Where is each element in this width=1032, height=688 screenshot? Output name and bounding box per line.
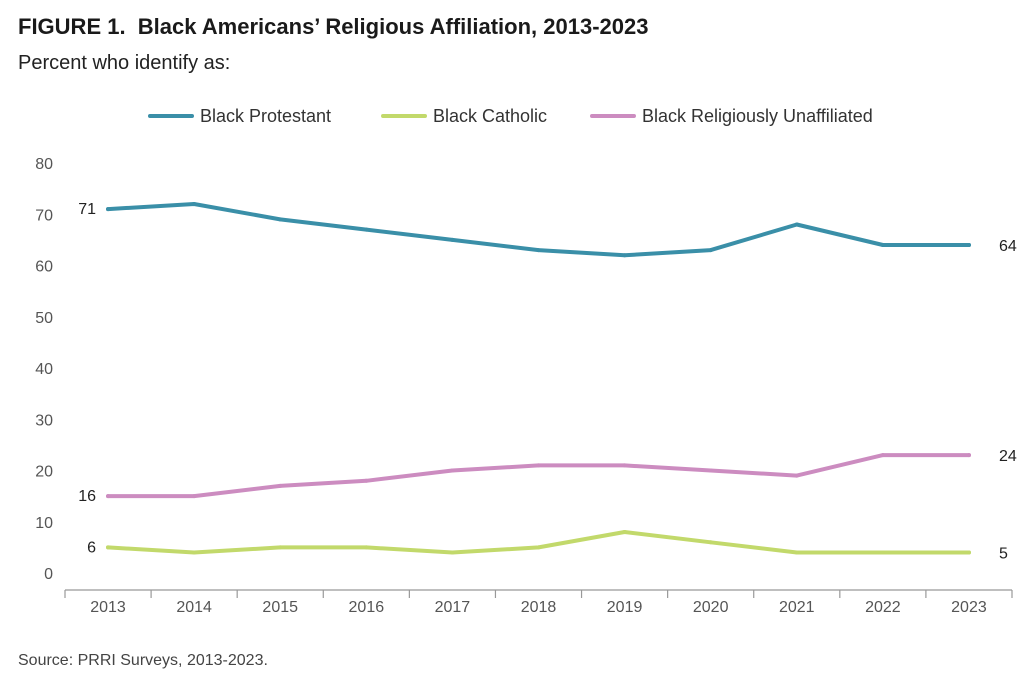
data-point (106, 545, 111, 550)
y-axis: 0 10 20 30 40 50 60 70 80 (35, 156, 53, 583)
source-note: Source: PRRI Surveys, 2013-2023. (18, 652, 268, 669)
data-point (450, 237, 455, 242)
x-tick-label: 2015 (262, 599, 298, 616)
y-tick-label: 0 (44, 566, 53, 583)
data-point (708, 248, 713, 253)
data-point (450, 550, 455, 555)
chart-title: FIGURE 1. Black Americans’ Religious Aff… (18, 14, 649, 39)
x-axis: 2013 2014 2015 2016 2017 2018 2019 2020 2021 2022… (64, 589, 1013, 616)
x-tick-label: 2021 (779, 599, 815, 616)
legend: Black Protestant Black Catholic Black Reli… (148, 106, 873, 126)
end-value-label-0: 64 (999, 238, 1017, 255)
y-tick-label: 40 (35, 361, 53, 378)
data-point (364, 545, 369, 550)
data-point (622, 463, 627, 468)
y-tick-label: 50 (35, 310, 53, 327)
y-tick-label: 20 (35, 464, 53, 481)
x-tick-label: 2018 (521, 599, 557, 616)
data-labels: 71 64 6 5 16 24 (78, 201, 1017, 562)
y-tick-label: 30 (35, 412, 53, 429)
data-point (794, 550, 799, 555)
data-point (364, 227, 369, 232)
start-value-label-1: 6 (87, 539, 96, 556)
data-point (966, 550, 971, 555)
data-point (880, 453, 885, 458)
data-point (536, 463, 541, 468)
data-point (364, 478, 369, 483)
data-point (450, 468, 455, 473)
series-line-1 (106, 530, 971, 555)
y-tick-label: 80 (35, 156, 53, 173)
end-value-label-1: 5 (999, 546, 1008, 563)
legend-label-0: Black Protestant (200, 106, 331, 126)
data-point (622, 253, 627, 258)
data-point (278, 483, 283, 488)
data-point (192, 202, 197, 206)
data-point (278, 217, 283, 222)
x-tick-label: 2017 (435, 599, 471, 616)
x-tick-label: 2022 (865, 599, 901, 616)
series-lines (106, 202, 971, 555)
data-point (708, 468, 713, 473)
data-point (192, 550, 197, 555)
start-value-label-0: 71 (78, 201, 96, 218)
data-point (966, 243, 971, 247)
series-line-0 (106, 202, 971, 258)
y-tick-label: 60 (35, 259, 53, 276)
x-tick-label: 2019 (607, 599, 643, 616)
data-point (794, 473, 799, 478)
series-line-2 (106, 453, 971, 499)
data-point (966, 453, 971, 458)
x-tick-label: 2013 (90, 599, 126, 616)
data-point (106, 207, 111, 212)
y-tick-label: 10 (35, 515, 53, 532)
data-point (708, 540, 713, 545)
x-tick-label: 2020 (693, 599, 729, 616)
data-point (622, 530, 627, 534)
x-tick-label: 2016 (349, 599, 385, 616)
end-value-label-2: 24 (999, 448, 1017, 465)
legend-label-1: Black Catholic (433, 106, 547, 126)
data-point (536, 248, 541, 253)
chart-subtitle: Percent who identify as: (18, 52, 231, 74)
data-point (794, 222, 799, 227)
data-point (880, 243, 885, 247)
data-point (106, 494, 111, 499)
x-tick-label: 2023 (951, 599, 987, 616)
x-tick-label: 2014 (176, 599, 212, 616)
data-point (880, 550, 885, 555)
legend-label-2: Black Religiously Unaffiliated (642, 106, 873, 126)
data-point (192, 494, 197, 499)
data-point (536, 545, 541, 550)
data-point (278, 545, 283, 550)
y-tick-label: 70 (35, 207, 53, 224)
start-value-label-2: 16 (78, 488, 96, 505)
